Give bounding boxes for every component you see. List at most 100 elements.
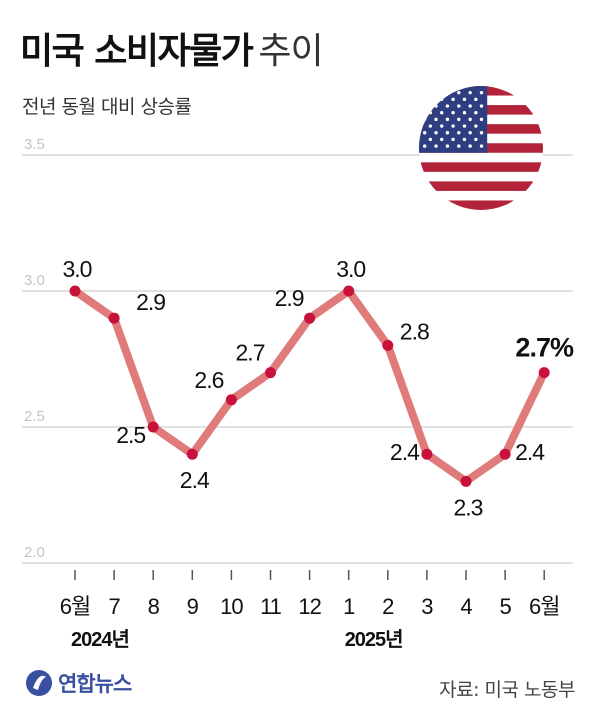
title-main: 미국 소비자물가 bbox=[20, 31, 254, 72]
data-point bbox=[186, 448, 198, 460]
flag-star bbox=[440, 124, 444, 128]
flag-star bbox=[457, 144, 461, 148]
flag-stripe bbox=[419, 200, 543, 210]
x-tick-label: 6월 bbox=[60, 594, 90, 619]
data-point bbox=[538, 367, 550, 379]
data-label: 2.7% bbox=[515, 333, 574, 363]
y-tick-label: 2.0 bbox=[24, 544, 45, 561]
chart-title: 미국 소비자물가 추이 bbox=[20, 22, 324, 74]
x-tick-label: 4 bbox=[460, 594, 472, 619]
data-label: 2.7 bbox=[236, 340, 265, 366]
data-label: 2.5 bbox=[116, 422, 145, 448]
flag-star bbox=[479, 90, 484, 95]
chart-subtitle: 전년 동월 대비 상승률 bbox=[22, 96, 192, 118]
flag-star bbox=[445, 144, 450, 148]
series-line bbox=[69, 285, 550, 487]
data-point bbox=[421, 448, 433, 460]
yonhap-logo: 연합뉴스 bbox=[24, 668, 132, 698]
flag-star bbox=[474, 137, 478, 142]
data-point bbox=[382, 339, 394, 351]
year-label: 2024년 bbox=[71, 628, 129, 651]
data-point bbox=[69, 285, 81, 297]
flag-star bbox=[462, 137, 467, 142]
flag-star bbox=[479, 104, 484, 108]
flag-star bbox=[457, 104, 461, 108]
data-label: 2.9 bbox=[275, 285, 304, 311]
data-point bbox=[265, 367, 276, 379]
data-label: 2.9 bbox=[136, 289, 165, 315]
flag-star bbox=[479, 117, 484, 122]
flag-star bbox=[451, 137, 455, 142]
data-point bbox=[343, 285, 355, 297]
flag-star bbox=[445, 131, 450, 135]
flag-star bbox=[468, 131, 472, 135]
flag-star bbox=[440, 137, 444, 142]
flag-star bbox=[422, 104, 427, 108]
data-point bbox=[225, 394, 237, 406]
flag-star bbox=[422, 90, 427, 95]
data-labels: 3.0 2.9 2.5 2.4 2.6 2.7 2.9 3.0 2.8 2.4 2.3 2.4 2.7% bbox=[63, 256, 575, 520]
us-flag-icon bbox=[419, 86, 543, 210]
data-point bbox=[460, 475, 472, 487]
flag-star bbox=[468, 90, 472, 95]
data-label: 2.4 bbox=[390, 439, 420, 465]
x-tick-label: 12 bbox=[298, 594, 321, 619]
flag-star bbox=[434, 131, 438, 135]
flag-star bbox=[445, 90, 450, 95]
flag-star bbox=[434, 90, 438, 95]
y-tick-label: 2.5 bbox=[24, 408, 45, 425]
flag-star bbox=[428, 137, 433, 142]
y-tick-label: 3.0 bbox=[24, 272, 45, 289]
flag-star bbox=[422, 131, 427, 135]
data-label: 2.8 bbox=[400, 318, 429, 344]
flag-canton bbox=[419, 86, 488, 153]
flag-star bbox=[428, 111, 433, 115]
flag-stripe bbox=[419, 181, 543, 191]
flag-star bbox=[457, 117, 461, 122]
flag-star bbox=[422, 144, 427, 148]
flag-star bbox=[440, 97, 444, 102]
x-tick-label: 7 bbox=[108, 594, 120, 619]
flag-star bbox=[451, 111, 455, 115]
flag-star bbox=[457, 90, 461, 95]
x-tick-label: 8 bbox=[148, 594, 160, 619]
x-tick-label: 3 bbox=[421, 594, 433, 619]
data-label: 3.0 bbox=[63, 256, 92, 282]
flag-star bbox=[474, 111, 478, 115]
title-suffix: 추이 bbox=[258, 31, 323, 72]
flag-star bbox=[440, 111, 444, 115]
flag-star bbox=[422, 117, 427, 122]
yonhap-logo-icon bbox=[26, 670, 52, 696]
flag-star bbox=[457, 131, 461, 135]
data-label: 2.3 bbox=[454, 494, 483, 520]
source-note: 자료: 미국 노동부 bbox=[439, 679, 575, 701]
x-tick-label: 9 bbox=[187, 594, 199, 619]
flag-star bbox=[445, 104, 450, 108]
data-label: 3.0 bbox=[336, 256, 365, 282]
flag-star bbox=[434, 117, 438, 122]
flag-stripe bbox=[419, 162, 543, 172]
x-tick-label: 1 bbox=[343, 594, 355, 619]
flag-star bbox=[468, 104, 472, 108]
x-tick-label: 6월 bbox=[529, 594, 559, 619]
x-tick-label: 10 bbox=[220, 594, 243, 619]
data-label: 2.4 bbox=[515, 439, 545, 465]
flag-star bbox=[474, 124, 478, 128]
data-point bbox=[108, 312, 120, 324]
flag-star bbox=[428, 124, 433, 128]
flag-star bbox=[445, 117, 450, 122]
data-point bbox=[499, 448, 511, 460]
y-tick-label: 3.5 bbox=[24, 136, 45, 153]
flag-star bbox=[428, 97, 433, 102]
flag-star bbox=[462, 124, 467, 128]
flag-star bbox=[479, 144, 484, 148]
flag-star bbox=[468, 117, 472, 122]
x-tick-label: 2 bbox=[382, 594, 394, 619]
data-label: 2.4 bbox=[180, 467, 210, 493]
x-tick-label: 11 bbox=[260, 594, 282, 619]
flag-star bbox=[462, 111, 467, 115]
logo-text: 연합뉴스 bbox=[58, 672, 132, 696]
flag-star bbox=[434, 104, 438, 108]
